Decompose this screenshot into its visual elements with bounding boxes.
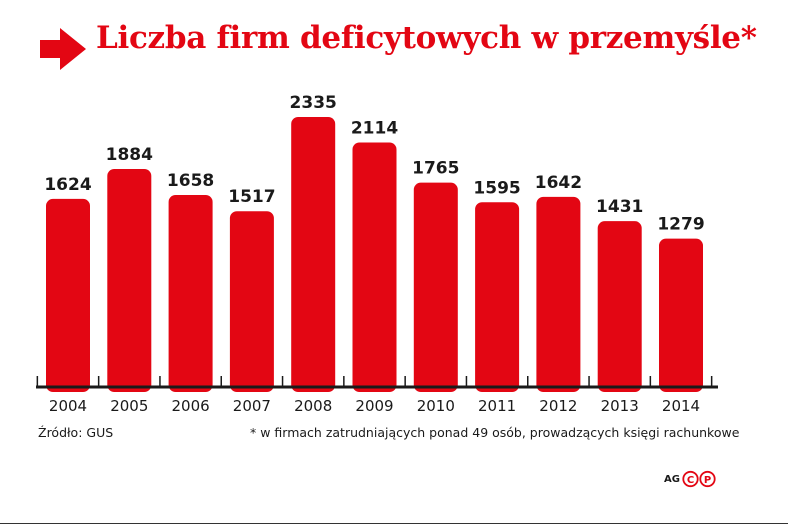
value-labels-group: 1624 1884 1658 1517 2335 2114 1765 1595 1642 1431…	[44, 93, 704, 235]
x-axis-baseline	[36, 385, 718, 389]
bar-2005	[107, 168, 152, 392]
value-label-2009: 2114	[351, 118, 398, 138]
value-label-2014: 1279	[657, 215, 704, 235]
x-tick-3	[220, 376, 222, 386]
value-label-2013: 1431	[596, 197, 643, 217]
bar-2013	[597, 221, 642, 392]
value-label-2007: 1517	[228, 187, 275, 207]
publisher-logo: C P	[682, 470, 716, 488]
bar-2010	[413, 182, 458, 392]
value-label-2005: 1884	[106, 145, 153, 165]
chart-title: Liczba firm deficytowych w przemyśle*	[96, 20, 757, 56]
x-tick-label-2011: 2011	[478, 397, 516, 415]
x-tick-5	[343, 376, 345, 386]
x-ticks-group	[36, 376, 713, 386]
x-tick-8	[527, 376, 529, 386]
x-tick-7	[465, 376, 468, 386]
x-tick-label-2007: 2007	[233, 397, 271, 415]
source-note: Źródło: GUS	[38, 425, 114, 440]
x-tick-9	[588, 376, 590, 386]
value-label-2012: 1642	[535, 173, 582, 193]
x-tick-labels-group: 2004 2005 2006 2007 2008 2009 2010 2011 2012 2013…	[49, 397, 700, 415]
x-tick-label-2014: 2014	[662, 397, 700, 415]
value-label-2004: 1624	[44, 175, 91, 195]
x-tick-4	[281, 376, 284, 386]
bars-group	[46, 117, 703, 392]
bar-2012	[536, 196, 581, 392]
x-tick-11	[710, 376, 713, 386]
svg-text:C: C	[687, 475, 694, 486]
value-label-2006: 1658	[167, 171, 214, 191]
x-tick-label-2010: 2010	[417, 397, 455, 415]
x-tick-label-2009: 2009	[355, 397, 393, 415]
x-tick-label-2005: 2005	[110, 397, 148, 415]
bar-2009	[352, 142, 397, 392]
bar-2004	[46, 198, 90, 392]
x-tick-label-2008: 2008	[294, 397, 332, 415]
author-initials: AG	[664, 474, 680, 485]
x-tick-2	[159, 376, 161, 386]
arrow-right-icon	[40, 28, 86, 70]
bar-2014	[659, 238, 703, 392]
value-label-2011: 1595	[473, 178, 520, 198]
x-tick-0	[36, 376, 39, 386]
footnote: * w firmach zatrudniających ponad 49 osó…	[250, 425, 740, 440]
value-label-2008: 2335	[290, 93, 337, 113]
bar-2008	[291, 117, 336, 392]
x-tick-label-2004: 2004	[49, 397, 87, 415]
x-tick-6	[404, 376, 406, 386]
value-label-2010: 1765	[412, 159, 459, 179]
x-tick-label-2006: 2006	[172, 397, 210, 415]
bar-2007	[229, 211, 274, 392]
x-tick-label-2013: 2013	[601, 397, 639, 415]
bar-2011	[475, 202, 520, 392]
x-tick-10	[649, 376, 652, 386]
bottom-divider	[0, 523, 788, 524]
x-tick-label-2012: 2012	[539, 397, 577, 415]
bar-2006	[168, 194, 213, 392]
x-tick-1	[97, 376, 100, 386]
svg-text:P: P	[704, 475, 711, 486]
